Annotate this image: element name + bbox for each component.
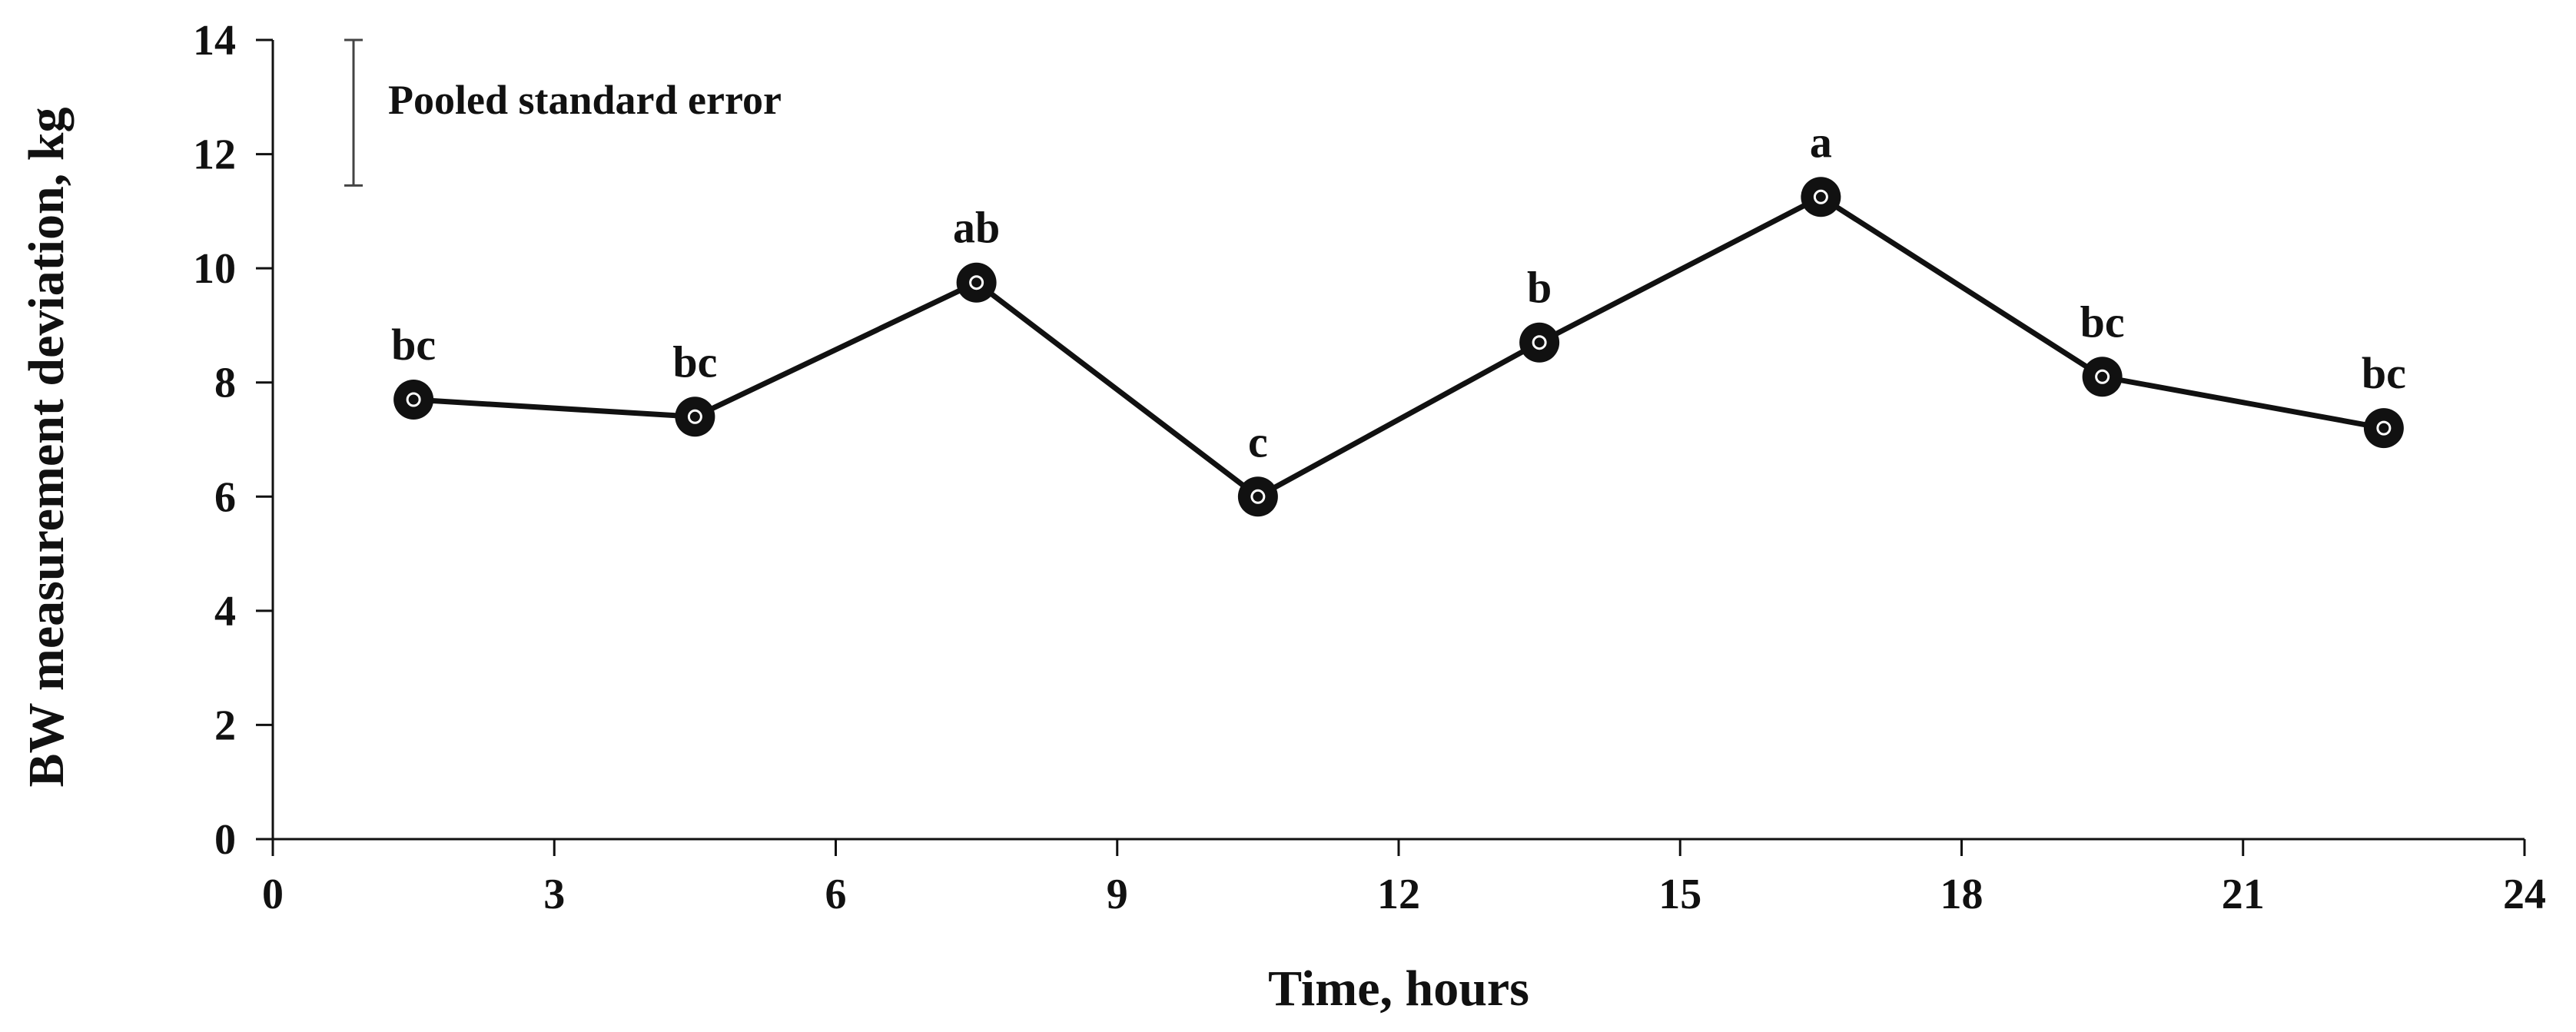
data-point-center — [2095, 369, 2110, 384]
y-tick-label: 10 — [193, 245, 236, 293]
y-axis-title: BW measurement deviation, kg — [18, 108, 75, 788]
data-point — [1801, 177, 1841, 217]
data-point — [1237, 476, 1278, 517]
data-point — [675, 397, 715, 437]
point-label: bc — [391, 320, 436, 370]
data-point-center — [1250, 489, 1266, 504]
y-tick-label: 6 — [214, 473, 236, 521]
x-tick-label: 12 — [1377, 871, 1420, 918]
x-tick-label: 6 — [825, 871, 847, 918]
x-tick-label: 18 — [1940, 871, 1983, 918]
x-tick-label: 15 — [1658, 871, 1701, 918]
data-point — [2363, 408, 2404, 449]
axes — [271, 40, 2525, 841]
y-tick-label: 14 — [193, 17, 236, 65]
x-axis-title: Time, hours — [1268, 961, 1529, 1017]
x-tick-label: 0 — [262, 871, 284, 918]
data-point — [956, 262, 997, 303]
data-point-center — [687, 409, 702, 424]
error-bar-legend: Pooled standard error — [344, 38, 782, 187]
data-point-center — [1532, 335, 1547, 350]
data-point — [1519, 322, 1560, 363]
point-label: b — [1527, 263, 1552, 313]
point-label: bc — [2080, 297, 2125, 347]
point-label: c — [1248, 416, 1268, 466]
error-bar-label: Pooled standard error — [388, 77, 782, 123]
point-label: a — [1810, 117, 1832, 167]
x-tick-label: 21 — [2222, 871, 2265, 918]
x-tick-label: 3 — [543, 871, 565, 918]
data-point-center — [1813, 189, 1828, 204]
data-point — [393, 380, 434, 420]
series — [393, 177, 2404, 517]
x-tick-label: 24 — [2503, 871, 2546, 918]
data-point-center — [406, 392, 421, 407]
y-tick-label: 0 — [214, 816, 236, 864]
data-point-center — [2376, 420, 2392, 436]
point-label: bc — [672, 337, 717, 387]
y-tick-label: 12 — [193, 131, 236, 179]
y-tick-label: 4 — [214, 588, 236, 635]
series-line — [413, 194, 2385, 499]
point-label: bc — [2362, 348, 2406, 398]
y-tick-label: 8 — [214, 360, 236, 407]
x-tick-label: 9 — [1107, 871, 1128, 918]
data-point-center — [969, 275, 984, 290]
y-tick-label: 2 — [214, 702, 236, 749]
point-label: ab — [953, 203, 1000, 253]
data-point — [2082, 357, 2123, 397]
